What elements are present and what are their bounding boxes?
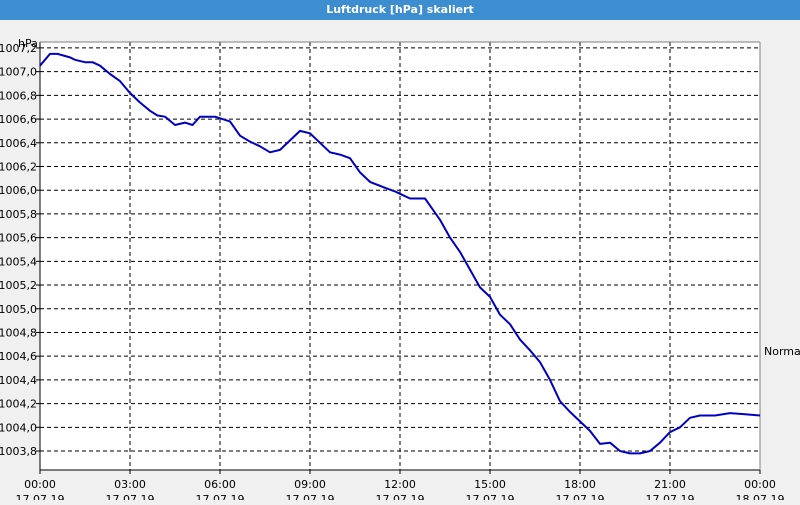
- reference-label: Normal: [764, 345, 800, 358]
- x-axis-ticks: 00:00 17.07.19 03:00 17.07.19 06:00 17.07.19 0…: [16, 470, 785, 505]
- y-tick-label: 1005,2: [0, 279, 37, 292]
- x-tick-time-label: 09:00: [294, 478, 326, 491]
- y-tick-label: 1004,4: [0, 374, 37, 387]
- y-tick-label: 1004,2: [0, 398, 37, 411]
- x-tick-date-label: 18.07.19: [736, 493, 785, 500]
- x-tick-time-label: 00:00: [24, 478, 56, 491]
- x-tick-date-label: 17.07.19: [196, 493, 245, 500]
- chart: 1003,8 1004,0 1004,2 1004,4 1004,6 1004,8 1005…: [0, 37, 800, 505]
- y-tick-label: 1004,6: [0, 350, 37, 363]
- x-tick-time-label: 15:00: [474, 478, 506, 491]
- x-tick-date-label: 17.07.19: [16, 493, 65, 500]
- y-tick-label: 1007,2: [0, 42, 37, 55]
- chart-area: 1003,8 1004,0 1004,2 1004,4 1004,6 1004,8 1005…: [0, 20, 800, 505]
- y-tick-label: 1006,0: [0, 184, 37, 197]
- x-tick-time-label: 06:00: [204, 478, 236, 491]
- y-tick-label: 1006,8: [0, 89, 37, 102]
- y-tick-label: 1005,4: [0, 255, 37, 268]
- x-tick-time-label: 12:00: [384, 478, 416, 491]
- x-tick-time-label: 00:00: [744, 478, 776, 491]
- y-tick-label: 1006,4: [0, 137, 37, 150]
- y-axis-unit-label: hPa: [18, 37, 38, 50]
- x-tick-date-label: 17.07.19: [646, 493, 695, 500]
- y-tick-label: 1004,8: [0, 326, 37, 339]
- x-tick-time-label: 21:00: [654, 478, 686, 491]
- y-tick-label: 1005,6: [0, 232, 37, 245]
- x-tick-date-label: 17.07.19: [466, 493, 515, 500]
- y-tick-label: 1007,0: [0, 66, 37, 79]
- y-tick-label: 1005,8: [0, 208, 37, 221]
- y-tick-label: 1004,0: [0, 421, 37, 434]
- x-tick-date-label: 17.07.19: [106, 493, 155, 500]
- y-tick-label: 1005,0: [0, 303, 37, 316]
- grid: [40, 42, 760, 470]
- x-tick-time-label: 03:00: [114, 478, 146, 491]
- y-axis-ticks: 1003,8 1004,0 1004,2 1004,4 1004,6 1004,8 1005…: [0, 42, 40, 458]
- y-tick-label: 1006,2: [0, 160, 37, 173]
- pressure-series-line: [39, 52, 761, 455]
- x-tick-date-label: 17.07.19: [556, 493, 605, 500]
- x-tick-date-label: 17.07.19: [376, 493, 425, 500]
- x-tick-time-label: 18:00: [564, 478, 596, 491]
- y-tick-label: 1003,8: [0, 445, 37, 458]
- window-title: Luftdruck [hPa] skaliert: [0, 0, 800, 20]
- x-tick-date-label: 17.07.19: [286, 493, 335, 500]
- y-tick-label: 1006,6: [0, 113, 37, 126]
